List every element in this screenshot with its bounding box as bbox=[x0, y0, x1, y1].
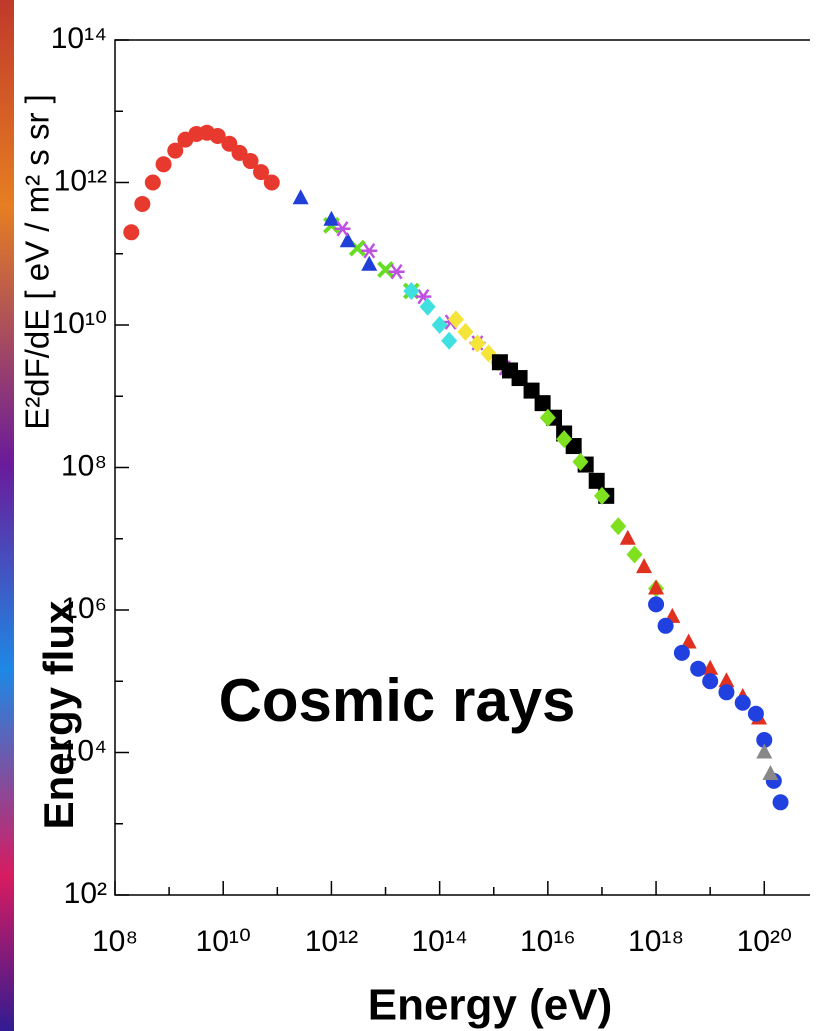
x-tick-label: 10¹⁴ bbox=[412, 925, 468, 958]
data-point bbox=[718, 672, 735, 688]
data-point bbox=[361, 243, 378, 259]
data-point bbox=[673, 644, 690, 661]
data-point bbox=[756, 743, 773, 759]
data-point bbox=[690, 660, 707, 677]
data-point bbox=[292, 189, 309, 205]
data-point bbox=[447, 310, 464, 329]
data-point bbox=[772, 794, 789, 811]
data-point bbox=[134, 195, 151, 212]
data-point bbox=[209, 127, 226, 144]
y-tick-label: 10⁴ bbox=[61, 734, 107, 767]
data-point bbox=[762, 764, 779, 780]
data-point bbox=[361, 255, 378, 271]
data-point bbox=[334, 221, 351, 237]
data-point bbox=[431, 316, 448, 334]
y-tick-label: 10¹⁰ bbox=[52, 307, 107, 340]
annotation: Cosmic rays bbox=[219, 667, 576, 734]
data-point bbox=[523, 382, 540, 399]
data-point bbox=[457, 322, 474, 341]
data-point bbox=[702, 673, 719, 690]
data-point bbox=[144, 174, 161, 191]
y-tick-label: 10⁸ bbox=[61, 449, 107, 482]
data-point bbox=[231, 144, 248, 161]
data-point bbox=[610, 517, 627, 536]
data-point bbox=[565, 438, 582, 455]
y-tick-label: 10¹² bbox=[54, 164, 107, 197]
data-point bbox=[388, 263, 405, 280]
data-point bbox=[419, 297, 436, 316]
plot-area: 10² 10⁴ 10⁶ 10⁸ 10¹⁰ 10¹² 10¹⁴ 10⁸ 10¹⁰ 10¹² 10¹⁴ 1… bbox=[51, 22, 810, 958]
data-point bbox=[556, 430, 573, 449]
data-point bbox=[588, 472, 605, 489]
side-strip bbox=[0, 0, 14, 1031]
data-point bbox=[323, 210, 340, 226]
data-point bbox=[339, 232, 356, 248]
data-point bbox=[403, 282, 420, 301]
data-point bbox=[469, 334, 486, 353]
data-point bbox=[572, 452, 589, 471]
y-annotation: Energy flux bbox=[35, 600, 82, 829]
y-tick-label: 10¹⁴ bbox=[51, 22, 107, 55]
axis-frame bbox=[114, 39, 810, 896]
data-point bbox=[511, 370, 528, 387]
x-tick-label: 10¹⁶ bbox=[520, 925, 576, 958]
data-point bbox=[242, 153, 259, 170]
y-tick-label: 10² bbox=[64, 877, 107, 910]
data-point bbox=[377, 261, 394, 278]
x-tick-label: 10¹⁸ bbox=[628, 925, 684, 958]
y-axis-label: E²dF/dE [ eV / m² s sr ] bbox=[19, 94, 56, 430]
data-point bbox=[263, 174, 280, 191]
data-point bbox=[657, 617, 674, 634]
data-point bbox=[593, 486, 610, 505]
data-point bbox=[167, 142, 184, 159]
data-point bbox=[253, 164, 270, 181]
y-tick-label: 10⁶ bbox=[61, 592, 107, 625]
x-tick-label: 10⁸ bbox=[92, 925, 138, 958]
x-tick-label: 10¹² bbox=[305, 925, 358, 958]
data-point bbox=[155, 156, 172, 173]
data-point bbox=[702, 659, 719, 675]
x-tick-label: 10²⁰ bbox=[737, 925, 792, 958]
data-point bbox=[734, 694, 751, 711]
data-point bbox=[680, 633, 697, 649]
data-point bbox=[636, 558, 653, 574]
data-point bbox=[619, 529, 636, 545]
x-tick-label: 10¹⁰ bbox=[196, 925, 251, 958]
data-point bbox=[441, 331, 458, 350]
data-point bbox=[648, 596, 665, 613]
data-point bbox=[221, 135, 238, 152]
x-axis-label: Energy (eV) bbox=[368, 981, 613, 1030]
data-point bbox=[626, 545, 643, 564]
data-point bbox=[648, 579, 665, 595]
data-point bbox=[747, 705, 764, 722]
data-point bbox=[534, 395, 551, 412]
data-point bbox=[718, 684, 735, 701]
data-point bbox=[123, 224, 140, 241]
data-point bbox=[756, 731, 773, 748]
data-point bbox=[539, 408, 556, 427]
